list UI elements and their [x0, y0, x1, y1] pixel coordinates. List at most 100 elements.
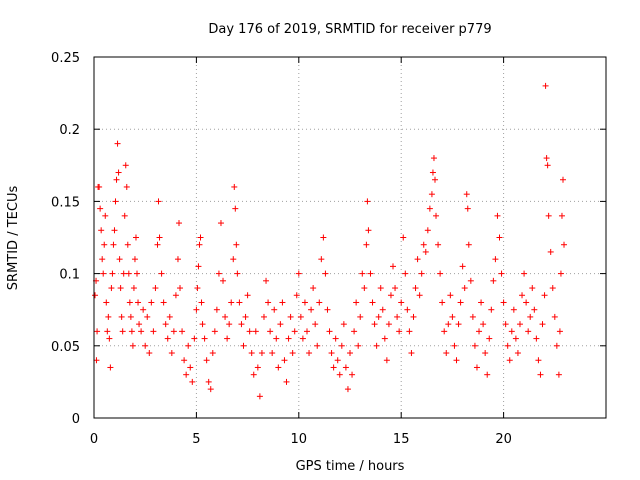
- data-point: [297, 313, 304, 320]
- data-point: [209, 350, 216, 357]
- data-point: [332, 335, 339, 342]
- data-point: [299, 335, 306, 342]
- data-point: [398, 299, 405, 306]
- data-point: [306, 350, 313, 357]
- data-point: [478, 299, 485, 306]
- data-point: [531, 306, 538, 313]
- data-point: [228, 299, 235, 306]
- data-point: [273, 335, 280, 342]
- data-point: [500, 299, 507, 306]
- data-point: [363, 241, 370, 248]
- data-point: [117, 285, 124, 292]
- data-point: [545, 212, 552, 219]
- data-point: [207, 386, 214, 393]
- data-point: [430, 155, 437, 162]
- data-point: [367, 270, 374, 277]
- data-point: [285, 335, 292, 342]
- data-point: [240, 342, 247, 349]
- data-point: [256, 393, 263, 400]
- data-point: [373, 342, 380, 349]
- data-point: [400, 234, 407, 241]
- data-point: [557, 270, 564, 277]
- data-point: [102, 212, 109, 219]
- x-tick-label: 10: [291, 432, 308, 447]
- data-point: [473, 364, 480, 371]
- data-point: [174, 256, 181, 263]
- y-tick-label: 0.1: [59, 268, 80, 283]
- data-point: [129, 342, 136, 349]
- data-point: [547, 248, 554, 255]
- data-point: [109, 270, 116, 277]
- data-point: [504, 342, 511, 349]
- data-point: [553, 342, 560, 349]
- data-point: [220, 277, 227, 284]
- data-point: [189, 378, 196, 385]
- data-point: [514, 350, 521, 357]
- data-point: [523, 299, 530, 306]
- data-point: [414, 256, 421, 263]
- data-point: [334, 357, 341, 364]
- data-point: [406, 328, 413, 335]
- grid: [94, 57, 606, 418]
- data-point: [252, 328, 259, 335]
- data-point: [269, 350, 276, 357]
- data-point: [494, 212, 501, 219]
- data-point: [110, 241, 117, 248]
- data-point: [177, 285, 184, 292]
- data-point: [131, 256, 138, 263]
- data-point: [555, 371, 562, 378]
- data-point: [364, 198, 371, 205]
- data-point: [445, 321, 452, 328]
- data-point: [92, 292, 99, 299]
- data-point: [162, 321, 169, 328]
- data-point: [104, 328, 111, 335]
- data-points: [92, 82, 568, 400]
- y-tick-label: 0.2: [59, 123, 80, 138]
- data-point: [130, 285, 137, 292]
- data-point: [114, 140, 121, 147]
- data-point: [226, 321, 233, 328]
- data-point: [469, 313, 476, 320]
- data-point: [383, 357, 390, 364]
- data-point: [205, 378, 212, 385]
- data-point: [122, 162, 129, 169]
- data-point: [322, 270, 329, 277]
- data-point: [236, 299, 243, 306]
- data-point: [559, 176, 566, 183]
- data-point: [105, 313, 112, 320]
- data-point: [103, 299, 110, 306]
- y-tick-label: 0.25: [51, 51, 80, 66]
- data-point: [328, 350, 335, 357]
- data-point: [183, 371, 190, 378]
- data-point: [123, 183, 130, 190]
- data-point: [112, 198, 119, 205]
- data-point: [258, 350, 265, 357]
- data-point: [416, 292, 423, 299]
- data-point: [508, 328, 515, 335]
- data-point: [424, 227, 431, 234]
- data-point: [502, 321, 509, 328]
- data-point: [263, 277, 270, 284]
- data-point: [181, 357, 188, 364]
- data-point: [215, 270, 222, 277]
- data-point: [283, 378, 290, 385]
- data-point: [166, 313, 173, 320]
- data-point: [542, 82, 549, 89]
- data-point: [533, 335, 540, 342]
- data-point: [106, 335, 113, 342]
- data-point: [254, 364, 261, 371]
- data-point: [435, 241, 442, 248]
- data-point: [291, 328, 298, 335]
- data-point: [318, 256, 325, 263]
- data-point: [179, 328, 186, 335]
- data-point: [471, 342, 478, 349]
- data-point: [459, 263, 466, 270]
- data-point: [451, 342, 458, 349]
- data-point: [222, 313, 229, 320]
- data-point: [119, 328, 126, 335]
- data-point: [120, 270, 127, 277]
- data-point: [127, 313, 134, 320]
- data-point: [539, 321, 546, 328]
- data-point: [324, 306, 331, 313]
- y-tick-label: 0.15: [51, 195, 80, 210]
